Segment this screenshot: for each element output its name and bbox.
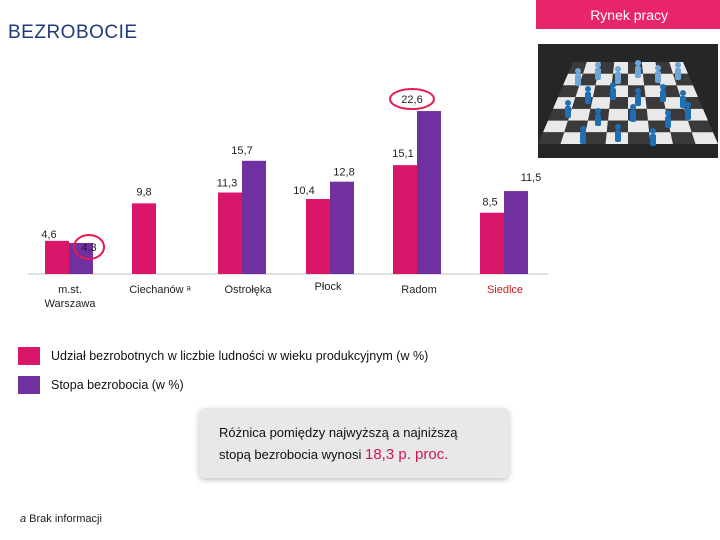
bar-share-3 <box>306 199 330 274</box>
bar-rate-3 <box>330 181 354 274</box>
bar-rate-5 <box>504 191 528 274</box>
legend-item-share: Udział bezrobotnych w liczbie ludności w… <box>18 347 428 365</box>
info-value: 18,3 p. proc. <box>364 446 449 463</box>
page-title: BEZROBOCIE <box>8 22 138 43</box>
footnote-text: Brak informacji <box>26 513 102 525</box>
bar-share-0 <box>45 240 69 274</box>
info-box: Różnica pomiędzy najwyższą a najniższą s… <box>199 408 509 478</box>
data-label-rate-4: 22,6 <box>401 94 422 106</box>
bar-share-1 <box>132 203 156 274</box>
data-label-share-3: 10,4 <box>293 185 314 197</box>
category-label-2: Ostrołęka <box>224 284 272 296</box>
data-label-rate-3: 12,8 <box>333 167 354 179</box>
info-line-1: Różnica pomiędzy najwyższą a najniższą <box>219 425 458 440</box>
data-label-share-0: 4,6 <box>41 229 56 241</box>
legend-label-share: Udział bezrobotnych w liczbie ludności w… <box>51 349 429 363</box>
category-label-5: Siedlce <box>487 284 523 296</box>
data-label-share-1: 9,8 <box>136 186 151 198</box>
chessboard-people-image <box>538 44 718 158</box>
bar-share-4 <box>393 165 417 274</box>
footnote: a Brak informacji <box>20 513 102 525</box>
category-label-3: Płock <box>315 281 342 293</box>
info-line-2: stopą bezrobocia wynosi 18,3 p. proc. <box>219 444 509 466</box>
bar-rate-4 <box>417 111 441 274</box>
highlight-circle-0 <box>73 233 105 260</box>
section-badge: Rynek pracy <box>536 0 720 29</box>
category-label-4: Radom <box>401 284 436 296</box>
bar-rate-2 <box>242 160 266 274</box>
data-label-rate-0: 4,3 <box>81 242 96 254</box>
legend-label-rate: Stopa bezrobocia (w %) <box>51 378 184 392</box>
info-line-2-text: stopą bezrobocia wynosi <box>219 447 362 462</box>
legend-swatch-pink <box>18 347 40 365</box>
bar-share-2 <box>218 192 242 274</box>
highlight-circle-1 <box>389 88 435 111</box>
data-label-share-4: 15,1 <box>392 148 413 160</box>
legend-swatch-purple <box>18 376 40 394</box>
data-label-rate-5: 11,5 <box>521 172 542 184</box>
data-label-rate-2: 15,7 <box>231 145 252 157</box>
bar-share-5 <box>480 212 504 274</box>
legend-item-rate: Stopa bezrobocia (w %) <box>18 376 184 394</box>
data-label-share-2: 11,3 <box>217 178 238 190</box>
data-label-share-5: 8,5 <box>482 197 497 209</box>
category-label-1: Ciechanów ᵃ <box>129 284 191 296</box>
category-label-0: m.st. Warszawa <box>45 284 97 310</box>
footnote-mark: a <box>20 513 27 525</box>
